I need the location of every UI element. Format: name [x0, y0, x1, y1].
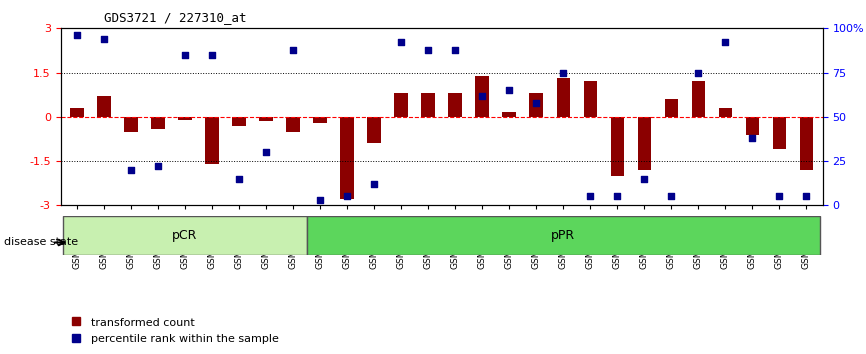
Point: [421, 47, 435, 52]
Point: [637, 176, 651, 182]
Point: [340, 194, 354, 199]
Bar: [124, 117, 138, 132]
Point: [124, 167, 138, 173]
Point: [719, 40, 733, 45]
Point: [205, 52, 219, 58]
Point: [232, 176, 246, 182]
Point: [799, 194, 813, 199]
Point: [691, 70, 705, 75]
Point: [746, 135, 759, 141]
Bar: [772, 117, 786, 149]
Point: [313, 197, 327, 203]
FancyBboxPatch shape: [307, 216, 820, 255]
Bar: [367, 117, 381, 143]
Bar: [394, 93, 408, 117]
Point: [664, 194, 678, 199]
Bar: [719, 108, 732, 117]
Bar: [557, 79, 570, 117]
Point: [178, 52, 192, 58]
Bar: [232, 117, 246, 126]
Bar: [611, 117, 624, 176]
Bar: [178, 117, 191, 120]
Bar: [529, 93, 543, 117]
Bar: [340, 117, 354, 199]
Text: disease state: disease state: [4, 238, 79, 247]
Point: [502, 87, 516, 93]
Point: [394, 40, 408, 45]
Point: [286, 47, 300, 52]
Point: [259, 149, 273, 155]
Point: [70, 33, 84, 38]
Bar: [70, 108, 84, 117]
Point: [475, 93, 489, 98]
Bar: [799, 117, 813, 170]
Point: [97, 36, 111, 42]
Bar: [502, 113, 516, 117]
Bar: [449, 93, 462, 117]
Bar: [152, 117, 165, 129]
Bar: [746, 117, 759, 135]
Bar: [584, 81, 597, 117]
Bar: [97, 96, 111, 117]
FancyBboxPatch shape: [63, 216, 307, 255]
Point: [772, 194, 786, 199]
Bar: [313, 117, 326, 123]
Bar: [259, 117, 273, 121]
Bar: [422, 93, 435, 117]
Point: [584, 194, 598, 199]
Bar: [205, 117, 219, 164]
Text: pPR: pPR: [551, 229, 575, 242]
Point: [611, 194, 624, 199]
Point: [529, 100, 543, 105]
Bar: [475, 75, 489, 117]
Text: GDS3721 / 227310_at: GDS3721 / 227310_at: [104, 11, 247, 24]
Bar: [664, 99, 678, 117]
Point: [556, 70, 570, 75]
Bar: [637, 117, 651, 170]
Legend: transformed count, percentile rank within the sample: transformed count, percentile rank withi…: [66, 313, 283, 348]
Point: [449, 47, 462, 52]
Point: [367, 181, 381, 187]
Text: pCR: pCR: [172, 229, 197, 242]
Bar: [287, 117, 300, 132]
Point: [151, 164, 165, 169]
Bar: [692, 81, 705, 117]
